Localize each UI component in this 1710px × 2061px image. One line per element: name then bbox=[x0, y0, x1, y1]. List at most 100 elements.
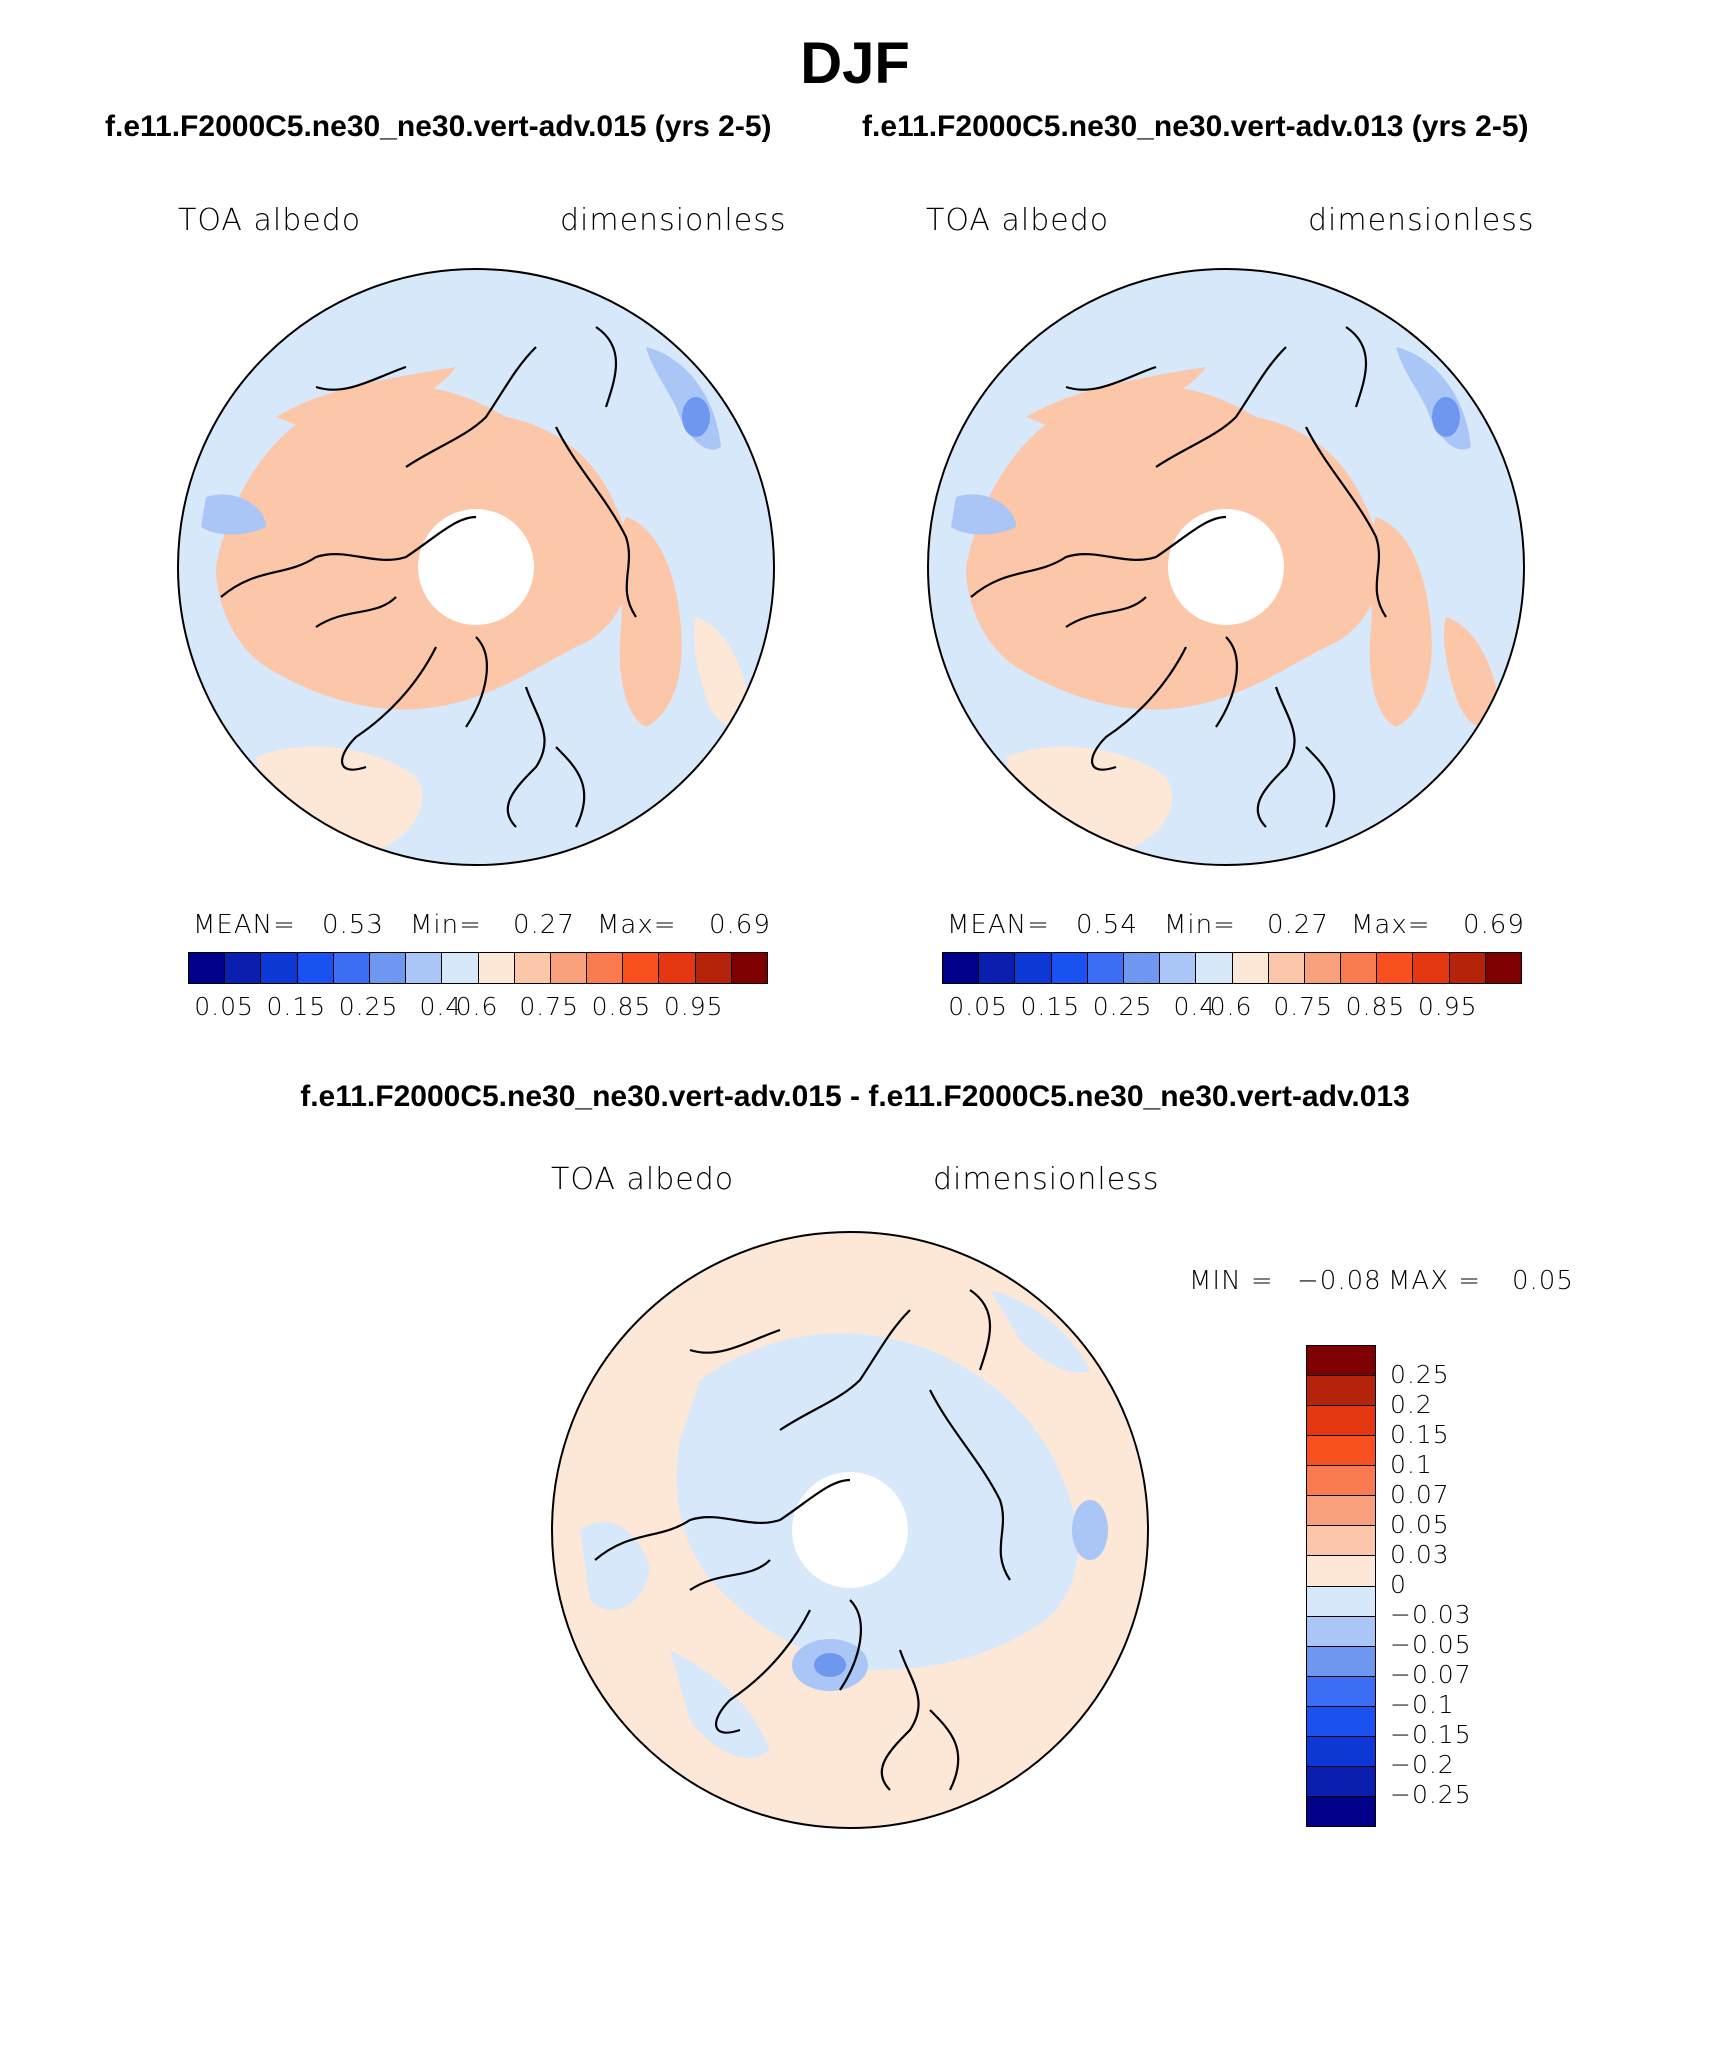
left-units-label: dimensionless bbox=[560, 203, 787, 238]
diff-colorbar-swatch bbox=[1307, 1405, 1375, 1436]
left-colorbar-swatch bbox=[694, 953, 731, 983]
left-case-title: f.e11.F2000C5.ne30_ne30.vert-adv.015 (yr… bbox=[105, 110, 772, 143]
left-mean-value: 0.53 bbox=[322, 910, 384, 940]
diff-max-label: MAX = bbox=[1388, 1266, 1482, 1296]
left-min-label: Min= bbox=[410, 910, 482, 940]
right-colorbar-swatch bbox=[1014, 953, 1051, 983]
blue-anomaly-region bbox=[990, 1290, 1090, 1373]
diff-title: f.e11.F2000C5.ne30_ne30.vert-adv.015 - f… bbox=[300, 1080, 1410, 1113]
orange-anomaly-region bbox=[1026, 367, 1206, 437]
orange-anomaly-region bbox=[276, 367, 456, 437]
diff-min-label: MIN = bbox=[1189, 1266, 1274, 1296]
right-colorbar-swatch bbox=[1050, 953, 1087, 983]
left-colorbar-tick-label: 0.05 bbox=[194, 992, 254, 1021]
left-colorbar-swatch bbox=[296, 953, 333, 983]
blue-anomaly-region bbox=[1072, 1500, 1108, 1560]
diff-colorbar-tick-label: −0.2 bbox=[1390, 1750, 1455, 1779]
orange-anomaly-region bbox=[619, 517, 682, 727]
left-colorbar-swatch bbox=[586, 953, 623, 983]
diff-colorbar-tick-label: 0.03 bbox=[1390, 1540, 1450, 1569]
diff-colorbar-tick-label: 0 bbox=[1390, 1570, 1407, 1599]
diff-colorbar-tick-label: −0.03 bbox=[1390, 1600, 1472, 1629]
right-colorbar-swatch bbox=[1303, 953, 1341, 983]
right-colorbar-swatch bbox=[1412, 953, 1449, 983]
right-colorbar-tick-label: 0.6 bbox=[1209, 992, 1253, 1021]
figure-title: DJF bbox=[800, 31, 910, 96]
right-mean-value: 0.54 bbox=[1076, 910, 1138, 940]
left-mean-label: MEAN= bbox=[193, 910, 296, 940]
right-colorbar-swatch bbox=[1086, 953, 1123, 983]
right-colorbar-swatch bbox=[1340, 953, 1377, 983]
orange-anomaly-region bbox=[694, 617, 751, 728]
diff-colorbar-tick-label: −0.05 bbox=[1390, 1630, 1472, 1659]
diff-colorbar-tick-label: 0.05 bbox=[1390, 1510, 1450, 1539]
right-min-label: Min= bbox=[1164, 910, 1236, 940]
left-colorbar-tick-label: 0.4 bbox=[419, 992, 463, 1021]
map-border bbox=[927, 268, 1525, 866]
left-max-value: 0.69 bbox=[709, 910, 771, 940]
left-colorbar-swatch bbox=[332, 953, 369, 983]
right-colorbar-swatch bbox=[1376, 953, 1413, 983]
right-colorbar-tick-label: 0.15 bbox=[1020, 992, 1081, 1021]
right-max-label: Max= bbox=[1351, 910, 1431, 940]
left-colorbar bbox=[188, 952, 768, 984]
orange-anomaly-region bbox=[1444, 617, 1501, 728]
left-colorbar-tick-label: 0.15 bbox=[266, 992, 327, 1021]
coastline bbox=[220, 326, 637, 828]
left-colorbar-tick-label: 0.75 bbox=[519, 992, 580, 1021]
diff-colorbar-swatch bbox=[1307, 1615, 1375, 1646]
blue-anomaly-region bbox=[670, 1650, 770, 1759]
diff-polar-map bbox=[551, 1231, 1149, 1829]
left-colorbar-ticks: 0.05 0.15 0.25 0.4 0.6 0.75 0.85 0.95 bbox=[188, 992, 766, 1022]
diff-colorbar-swatch bbox=[1307, 1795, 1375, 1826]
right-min-value: 0.27 bbox=[1267, 910, 1329, 940]
diff-colorbar-tick-label: −0.25 bbox=[1390, 1780, 1472, 1809]
blue-anomaly-region bbox=[1432, 397, 1460, 437]
diff-colorbar-tick-label: 0.2 bbox=[1390, 1390, 1433, 1419]
blue-anomaly-region bbox=[682, 397, 710, 437]
left-colorbar-tick-label: 0.6 bbox=[455, 992, 499, 1021]
right-colorbar-tick-label: 0.75 bbox=[1273, 992, 1334, 1021]
diff-colorbar-swatch bbox=[1307, 1735, 1375, 1766]
left-colorbar-swatch bbox=[405, 953, 442, 983]
diff-min-value: −0.08 bbox=[1297, 1266, 1382, 1296]
left-polar-map bbox=[177, 268, 775, 866]
polar-hole bbox=[418, 509, 534, 625]
diff-colorbar-swatch bbox=[1307, 1705, 1375, 1736]
right-colorbar-swatch bbox=[1484, 953, 1521, 983]
diff-colorbar-tick-label: 0.25 bbox=[1390, 1360, 1450, 1389]
left-variable-label: TOA albedo bbox=[178, 203, 362, 238]
orange-anomaly-region bbox=[1006, 746, 1173, 857]
map-border bbox=[177, 268, 775, 866]
blue-anomaly-region bbox=[201, 494, 266, 535]
right-mean-label: MEAN= bbox=[947, 910, 1050, 940]
left-colorbar-swatch bbox=[477, 953, 514, 983]
diff-colorbar-tick-label: −0.1 bbox=[1390, 1690, 1455, 1719]
right-colorbar-swatch bbox=[1122, 953, 1160, 983]
right-case-title: f.e11.F2000C5.ne30_ne30.vert-adv.013 (yr… bbox=[862, 110, 1529, 143]
orange-anomaly-region bbox=[1369, 517, 1432, 727]
right-colorbar-swatch bbox=[1195, 953, 1232, 983]
diff-colorbar-swatch bbox=[1307, 1585, 1375, 1616]
left-colorbar-swatch bbox=[441, 953, 478, 983]
right-colorbar-tick-label: 0.4 bbox=[1173, 992, 1217, 1021]
polar-hole bbox=[1168, 509, 1284, 625]
left-colorbar-swatch bbox=[513, 953, 550, 983]
blue-anomaly-region bbox=[580, 1522, 650, 1610]
left-colorbar-swatch bbox=[622, 953, 659, 983]
right-colorbar-swatch bbox=[1159, 953, 1196, 983]
left-colorbar-swatch bbox=[260, 953, 297, 983]
right-colorbar-tick-label: 0.85 bbox=[1345, 992, 1406, 1021]
diff-variable-label: TOA albedo bbox=[551, 1162, 735, 1197]
polar-hole bbox=[792, 1472, 908, 1588]
coastline bbox=[970, 326, 1387, 828]
blue-anomaly-region bbox=[951, 494, 1016, 535]
right-variable-label: TOA albedo bbox=[926, 203, 1110, 238]
right-colorbar-tick-label: 0.95 bbox=[1417, 992, 1478, 1021]
orange-anomaly-region bbox=[256, 746, 423, 857]
right-colorbar-swatch bbox=[978, 953, 1015, 983]
right-colorbar-swatch bbox=[1448, 953, 1485, 983]
diff-colorbar-tick-label: 0.07 bbox=[1390, 1480, 1450, 1509]
left-max-label: Max= bbox=[597, 910, 677, 940]
diff-colorbar-swatch bbox=[1307, 1346, 1375, 1376]
